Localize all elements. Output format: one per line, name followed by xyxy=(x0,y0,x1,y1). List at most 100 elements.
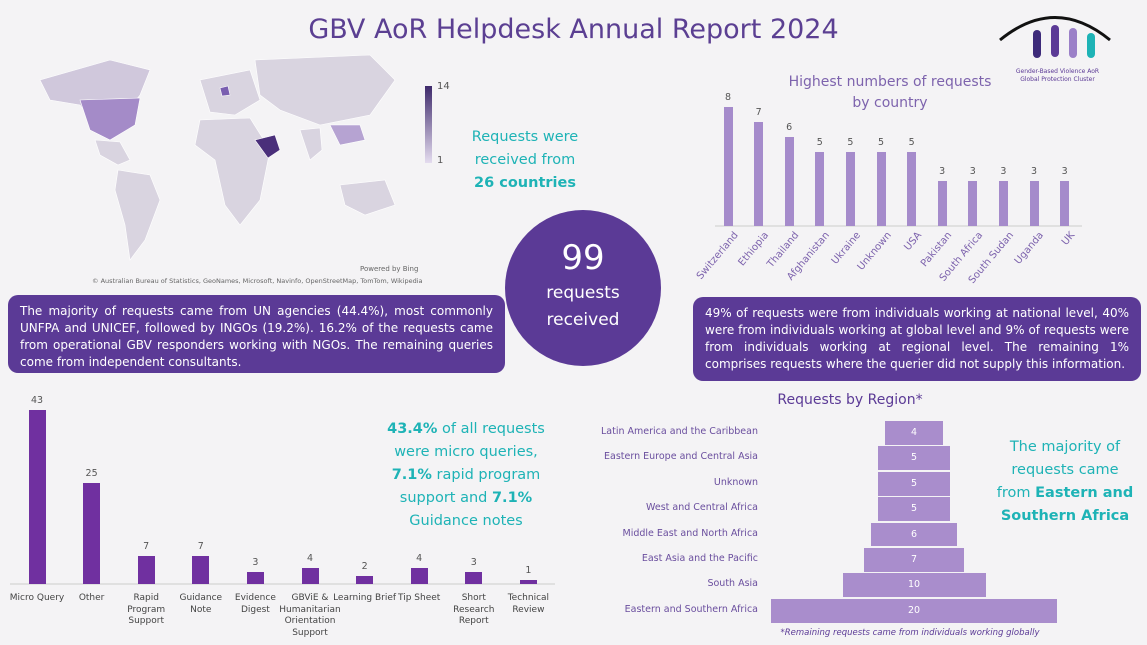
x-tick-label: Evidence Digest xyxy=(234,593,276,615)
value-label: 5 xyxy=(847,136,854,148)
y-tick-label: Eastern Europe and Central Asia xyxy=(604,451,758,463)
total-label: requests xyxy=(546,283,620,303)
value-label: 2 xyxy=(361,560,368,572)
note-highlight: 26 countries xyxy=(474,175,576,191)
total-circle xyxy=(505,210,661,366)
x-tick-label: Technical Review xyxy=(507,593,550,615)
value-label: 25 xyxy=(85,467,98,479)
bar xyxy=(937,181,947,226)
total-count: 99 xyxy=(561,238,605,278)
note-text: Guidance notes xyxy=(409,513,523,529)
x-tick-label: Other xyxy=(78,593,105,603)
note-text: Requests were xyxy=(471,129,579,145)
y-tick-label: Latin America and the Caribbean xyxy=(601,426,758,437)
x-tick-label: Guidance Note xyxy=(179,593,223,615)
value-label: 1 xyxy=(525,564,532,576)
note-text: of all requests were micro queries, xyxy=(394,421,545,460)
x-tick-label: Rapid Program Support xyxy=(127,593,166,626)
bar: 5 xyxy=(878,471,950,496)
value-label: 5 xyxy=(816,136,823,148)
chart-title: Highest numbers of requests by country xyxy=(788,74,992,111)
x-tick-label: Short Research Report xyxy=(453,593,495,626)
types-note: 43.4% of all requests were micro queries… xyxy=(386,418,546,533)
value-label: 4 xyxy=(306,552,314,564)
note-text: received from xyxy=(474,152,576,168)
bar xyxy=(519,579,537,584)
bar: 7 xyxy=(863,548,965,572)
bar xyxy=(784,136,794,226)
bar xyxy=(410,567,428,584)
bar: 5 xyxy=(878,497,950,522)
agencies-note: The majority of requests came from UN ag… xyxy=(8,295,505,373)
bar xyxy=(754,121,764,226)
value-label: 5 xyxy=(877,136,885,148)
legend-gradient xyxy=(425,86,432,163)
value-label: 8 xyxy=(724,92,732,103)
bar xyxy=(845,151,855,226)
value-label: 4 xyxy=(416,552,423,564)
value-label: 3 xyxy=(252,556,259,568)
chart-title: Requests by Region* xyxy=(777,392,923,408)
bar xyxy=(28,410,46,584)
bar: 6 xyxy=(871,522,957,547)
bar xyxy=(356,575,374,584)
legend-max: 14 xyxy=(437,81,450,92)
y-tick-label: West and Central Africa xyxy=(646,502,758,514)
bar xyxy=(1029,181,1039,226)
bar: 10 xyxy=(842,573,986,598)
note-bold: 43.4% xyxy=(387,421,438,437)
value-label: 43 xyxy=(30,395,44,406)
level-note: 49% of requests were from individuals wo… xyxy=(693,297,1141,381)
note-text: The majority of requests came from xyxy=(996,439,1121,501)
value-label: 3 xyxy=(1030,166,1038,178)
value-label: 7 xyxy=(143,540,150,552)
note-bold: 7.1% xyxy=(491,490,533,506)
x-tick-label: Learning Brief xyxy=(333,593,397,603)
bar xyxy=(998,181,1008,226)
y-tick-label: Unknown xyxy=(713,476,758,488)
note-bold: 7.1% xyxy=(391,467,432,483)
bar: 4 xyxy=(885,421,943,445)
value-label: 6 xyxy=(786,121,793,133)
x-tick-label: GBViE & Humanitarian Orientation Support xyxy=(279,593,341,638)
bar xyxy=(465,571,483,584)
bar xyxy=(723,107,733,226)
logo-text: Gender-Based Violence AoR xyxy=(1015,68,1100,75)
x-tick-label: Micro Query xyxy=(9,593,65,603)
total: 99 requests received xyxy=(505,236,661,334)
bar: 5 xyxy=(878,446,950,471)
bar xyxy=(968,181,978,226)
region-note: The majority of requests came from Easte… xyxy=(995,436,1135,528)
bar xyxy=(246,571,264,584)
logo-text: Global Protection Cluster xyxy=(1020,76,1095,83)
value-label: 3 xyxy=(969,166,976,178)
value-label: 3 xyxy=(939,166,946,178)
y-tick-label: Eastern and Southern Africa xyxy=(624,603,758,615)
value-label: 5 xyxy=(908,136,915,148)
map-powered: Powered by Bing xyxy=(360,265,419,273)
bar: 20 xyxy=(771,598,1057,623)
world-map xyxy=(39,54,396,261)
chart-note: *Remaining requests came from individual… xyxy=(780,628,1040,638)
bar xyxy=(192,555,210,584)
countries-note: Requests were received from 26 countries xyxy=(445,126,605,195)
total-label: received xyxy=(546,310,620,330)
x-tick-label: Tip Sheet xyxy=(398,593,441,603)
value-label: 3 xyxy=(1061,166,1068,178)
bar xyxy=(876,151,886,226)
bar xyxy=(83,482,101,584)
y-tick-label: South Asia xyxy=(707,578,758,590)
title: GBV AoR Helpdesk Annual Report 2024 xyxy=(308,14,839,45)
logo xyxy=(999,16,1111,58)
y-tick-label: East Asia and the Pacific xyxy=(641,553,758,564)
legend-min: 1 xyxy=(437,155,444,166)
bar xyxy=(907,151,917,226)
map-credit: © Australian Bureau of Statistics, GeoNa… xyxy=(92,277,423,285)
bar xyxy=(1060,181,1070,226)
value-label: 3 xyxy=(1000,166,1007,178)
value-label: 3 xyxy=(470,556,477,568)
note-text: rapid program support and xyxy=(399,467,541,506)
value-label: 7 xyxy=(755,106,762,118)
